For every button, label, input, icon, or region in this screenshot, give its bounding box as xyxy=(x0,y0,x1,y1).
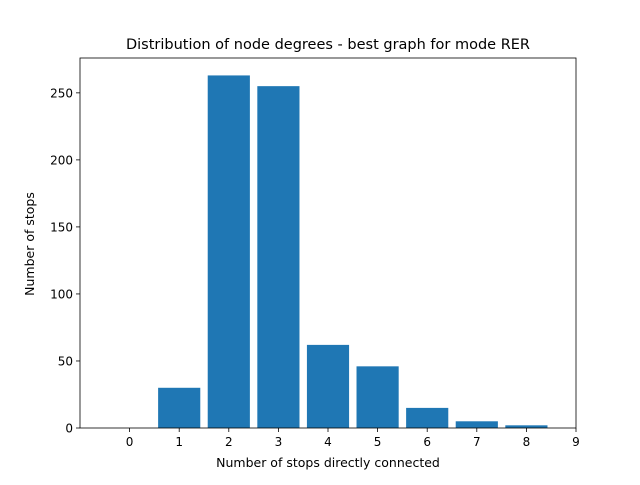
x-axis-ticks: 0 1 2 3 4 5 6 7 8 9 xyxy=(126,428,580,449)
plot-frame xyxy=(79,57,577,429)
y-axis-ticks: 0 50 100 150 200 250 xyxy=(50,86,80,436)
x-tick-label-4: 4 xyxy=(324,435,332,449)
x-tick-label-7: 7 xyxy=(473,435,481,449)
x-tick-label-6: 6 xyxy=(423,435,431,449)
y-axis-label: Number of stops xyxy=(22,192,37,296)
y-tick-label-100: 100 xyxy=(50,287,73,301)
x-tick-label-3: 3 xyxy=(275,435,283,449)
x-tick-label-8: 8 xyxy=(523,435,531,449)
y-tick-label-150: 150 xyxy=(50,220,73,234)
bar-2 xyxy=(207,75,250,428)
y-tick-label-0: 0 xyxy=(65,422,73,436)
bar-5 xyxy=(356,366,399,428)
y-tick-label-250: 250 xyxy=(50,86,73,100)
x-tick-label-0: 0 xyxy=(126,435,134,449)
bar-4 xyxy=(306,344,350,428)
y-tick-label-200: 200 xyxy=(50,153,73,167)
bar-6 xyxy=(406,407,449,428)
x-axis-label: Number of stops directly connected xyxy=(216,455,440,470)
bar-3 xyxy=(257,86,300,429)
x-tick-label-5: 5 xyxy=(374,435,382,449)
bar-7 xyxy=(455,421,498,428)
bar-1 xyxy=(158,387,201,428)
x-tick-label-1: 1 xyxy=(175,435,183,449)
bars-group xyxy=(158,75,548,429)
chart-title: Distribution of node degrees - best grap… xyxy=(126,37,530,53)
x-tick-label-9: 9 xyxy=(572,435,580,449)
x-tick-label-2: 2 xyxy=(225,435,233,449)
bar-8 xyxy=(505,425,548,428)
y-tick-label-50: 50 xyxy=(58,354,73,368)
